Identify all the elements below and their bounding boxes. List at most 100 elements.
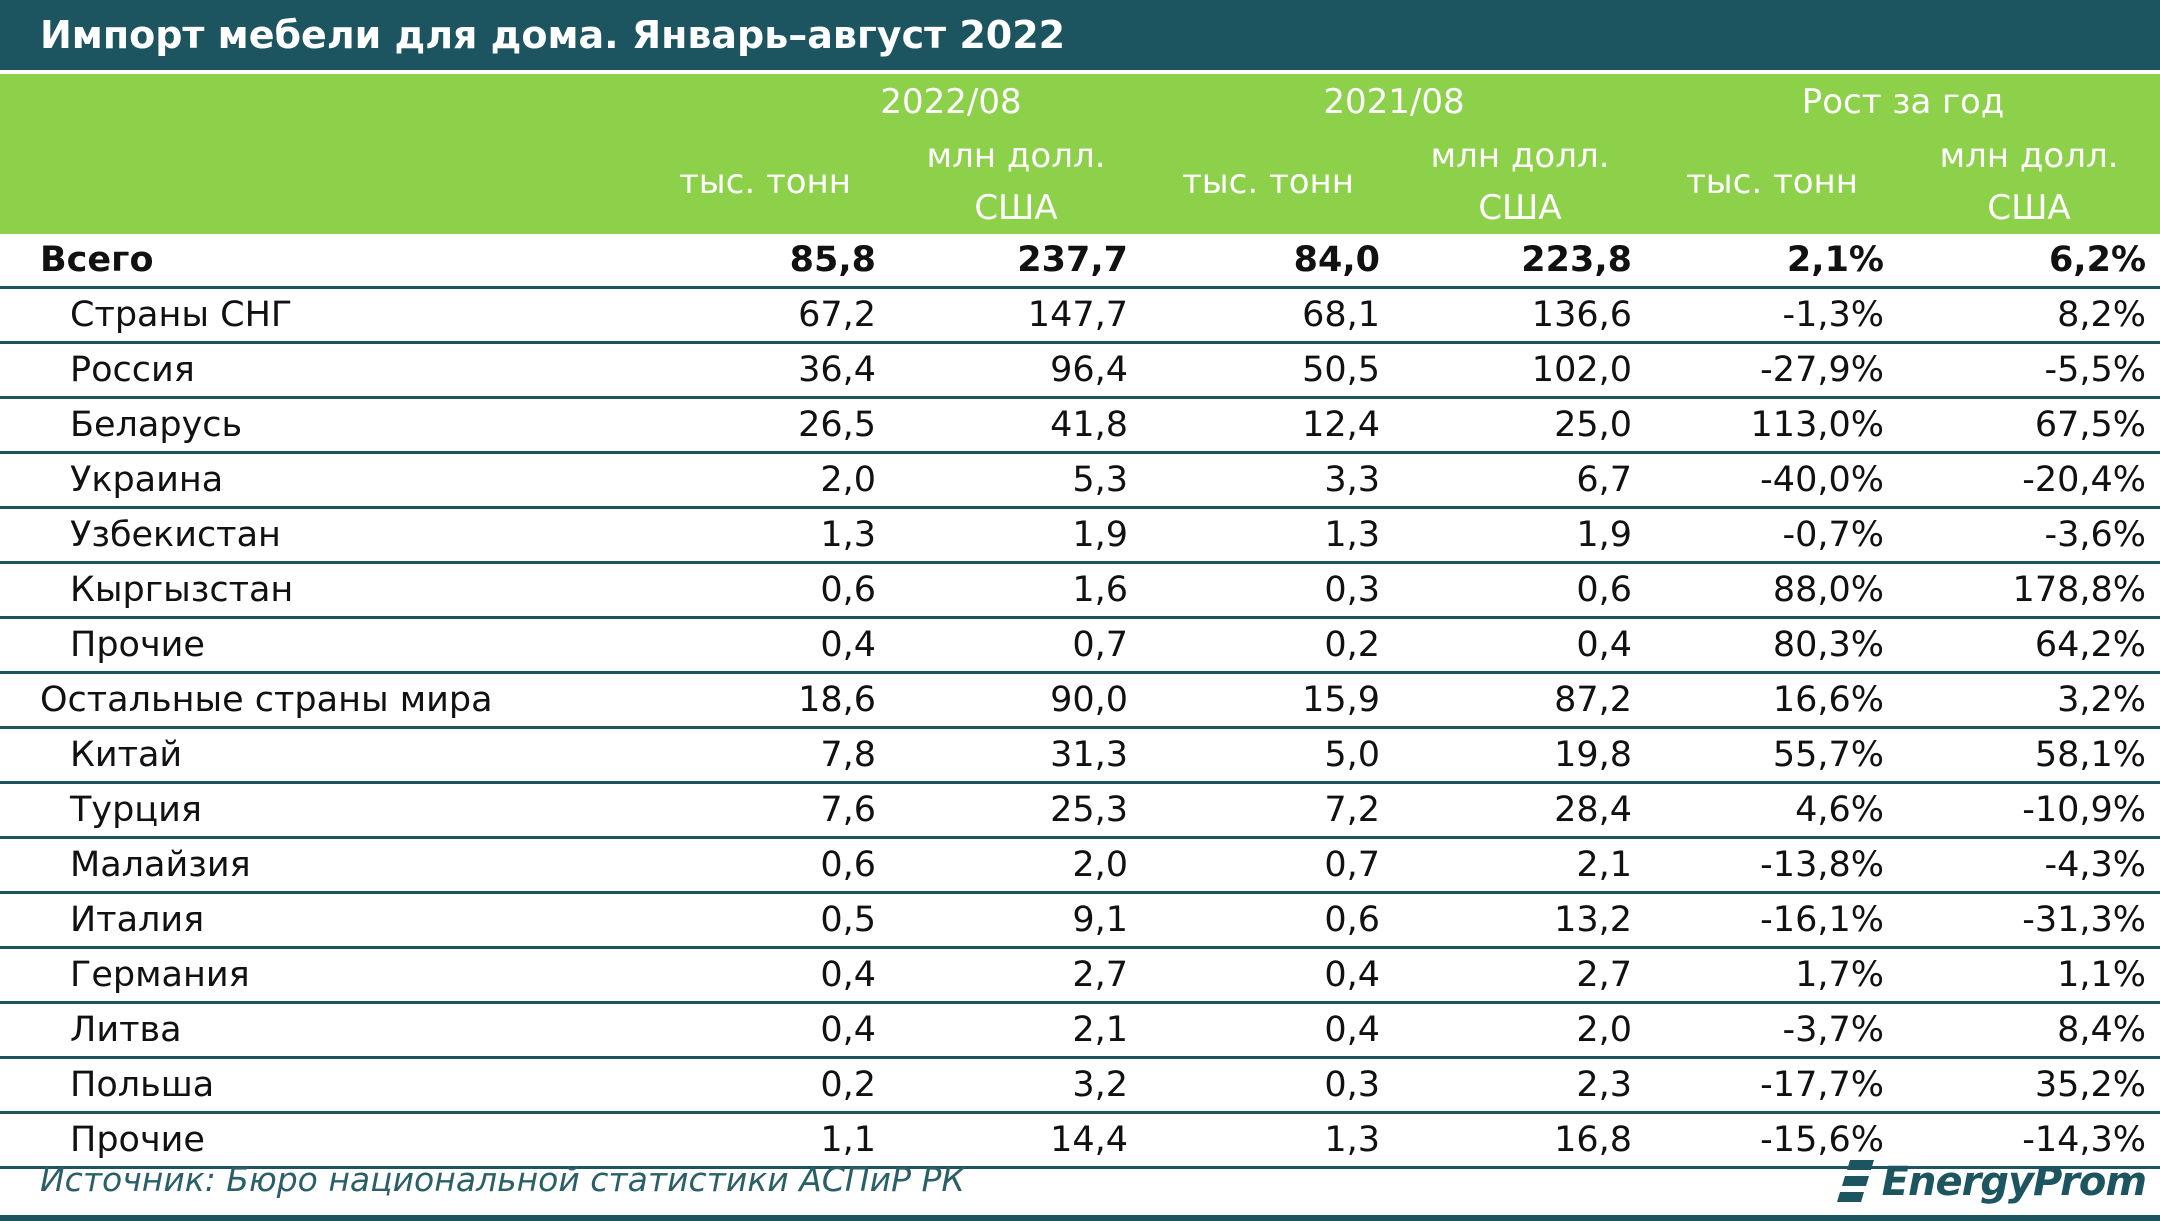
cell-usd-2022: 5,3 bbox=[890, 452, 1142, 509]
header-unit-usd-2021: млн долл. США bbox=[1430, 136, 1610, 228]
cell-usd-2022: 3,2 bbox=[890, 1057, 1142, 1114]
cell-tons-2022: 0,5 bbox=[640, 892, 890, 949]
cell-usd-2022: 147,7 bbox=[890, 287, 1142, 344]
cell-usd-2021: 1,9 bbox=[1394, 507, 1646, 564]
row-label: Украина bbox=[0, 452, 640, 509]
header-row-periods: 2022/08 2021/08 Рост за год bbox=[0, 74, 2160, 130]
cell-tons-growth: -1,3% bbox=[1646, 287, 1898, 344]
cell-tons-2021: 84,0 bbox=[1142, 234, 1394, 289]
cell-usd-2022: 2,1 bbox=[890, 1002, 1142, 1059]
cell-usd-growth: 58,1% bbox=[1898, 727, 2160, 784]
cell-tons-growth: -16,1% bbox=[1646, 892, 1898, 949]
table-row: Китай 7,8 31,3 5,0 19,8 55,7% 58,1% bbox=[0, 727, 2160, 784]
cell-tons-2021: 12,4 bbox=[1142, 397, 1394, 454]
page-title: Импорт мебели для дома. Январь–август 20… bbox=[40, 13, 1066, 57]
cell-usd-growth: 64,2% bbox=[1898, 617, 2160, 674]
header-period-2022: 2022/08 bbox=[880, 82, 1022, 122]
cell-tons-2021: 15,9 bbox=[1142, 672, 1394, 729]
row-label: Польша bbox=[0, 1057, 640, 1114]
cell-usd-growth: 67,5% bbox=[1898, 397, 2160, 454]
cell-tons-2022: 0,6 bbox=[640, 837, 890, 894]
cell-tons-2022: 0,4 bbox=[640, 617, 890, 674]
cell-usd-growth: -4,3% bbox=[1898, 837, 2160, 894]
cell-usd-2021: 102,0 bbox=[1394, 342, 1646, 399]
cell-tons-2021: 0,3 bbox=[1142, 1057, 1394, 1114]
row-label: Прочие bbox=[0, 617, 640, 674]
cell-tons-2022: 1,3 bbox=[640, 507, 890, 564]
cell-tons-growth: 55,7% bbox=[1646, 727, 1898, 784]
cell-tons-growth: -13,8% bbox=[1646, 837, 1898, 894]
cell-usd-growth: -5,5% bbox=[1898, 342, 2160, 399]
header-unit-tons-2021: тыс. тонн bbox=[1181, 162, 1355, 202]
table-row: Страны СНГ 67,2 147,7 68,1 136,6 -1,3% 8,2% bbox=[0, 287, 2160, 344]
cell-usd-2021: 223,8 bbox=[1394, 234, 1646, 289]
cell-tons-2021: 0,4 bbox=[1142, 947, 1394, 1004]
cell-usd-2021: 25,0 bbox=[1394, 397, 1646, 454]
cell-tons-growth: 4,6% bbox=[1646, 782, 1898, 839]
cell-usd-2021: 13,2 bbox=[1394, 892, 1646, 949]
cell-usd-2022: 25,3 bbox=[890, 782, 1142, 839]
row-label: Кыргызстан bbox=[0, 562, 640, 619]
row-label: Остальные страны мира bbox=[0, 672, 640, 729]
table-row: Италия 0,5 9,1 0,6 13,2 -16,1% -31,3% bbox=[0, 892, 2160, 949]
cell-usd-growth: -14,3% bbox=[1898, 1112, 2160, 1169]
cell-usd-2021: 16,8 bbox=[1394, 1112, 1646, 1169]
logo-text: EnergyProm bbox=[1881, 1159, 2147, 1205]
cell-usd-2022: 9,1 bbox=[890, 892, 1142, 949]
source-note: Источник: Бюро национальной статистики А… bbox=[40, 1160, 965, 1199]
cell-usd-growth: 3,2% bbox=[1898, 672, 2160, 729]
table-row: Украина 2,0 5,3 3,3 6,7 -40,0% -20,4% bbox=[0, 452, 2160, 509]
cell-tons-2022: 36,4 bbox=[640, 342, 890, 399]
row-label: Малайзия bbox=[0, 837, 640, 894]
cell-tons-2022: 18,6 bbox=[640, 672, 890, 729]
table-row: Малайзия 0,6 2,0 0,7 2,1 -13,8% -4,3% bbox=[0, 837, 2160, 894]
header-row-units: тыс. тонн млн долл. США тыс. тонн млн до… bbox=[0, 130, 2160, 234]
row-label: Страны СНГ bbox=[0, 287, 640, 344]
row-label: Германия bbox=[0, 947, 640, 1004]
row-label: Беларусь bbox=[0, 397, 640, 454]
cell-usd-growth: 35,2% bbox=[1898, 1057, 2160, 1114]
cell-usd-2021: 0,6 bbox=[1394, 562, 1646, 619]
cell-tons-2021: 1,3 bbox=[1142, 507, 1394, 564]
cell-tons-growth: 2,1% bbox=[1646, 234, 1898, 289]
energyprom-logo: EnergyProm bbox=[1836, 1154, 2147, 1210]
header-corner-2 bbox=[0, 130, 640, 234]
row-label: Прочие bbox=[0, 1112, 640, 1169]
cell-usd-growth: 8,2% bbox=[1898, 287, 2160, 344]
cell-tons-growth: -17,7% bbox=[1646, 1057, 1898, 1114]
table-body: Всего 85,8 237,7 84,0 223,8 2,1% 6,2% Страны СН… bbox=[0, 234, 2160, 1169]
cell-tons-2021: 7,2 bbox=[1142, 782, 1394, 839]
cell-tons-growth: 113,0% bbox=[1646, 397, 1898, 454]
cell-tons-2022: 7,6 bbox=[640, 782, 890, 839]
row-label: Китай bbox=[0, 727, 640, 784]
cell-usd-2021: 28,4 bbox=[1394, 782, 1646, 839]
cell-tons-2021: 50,5 bbox=[1142, 342, 1394, 399]
cell-tons-2022: 7,8 bbox=[640, 727, 890, 784]
cell-usd-2022: 1,9 bbox=[890, 507, 1142, 564]
header-unit-tons-growth: тыс. тонн bbox=[1685, 162, 1859, 202]
cell-tons-2022: 0,6 bbox=[640, 562, 890, 619]
table-row: Остальные страны мира 18,6 90,0 15,9 87,2 16,… bbox=[0, 672, 2160, 729]
table-row: Германия 0,4 2,7 0,4 2,7 1,7% 1,1% bbox=[0, 947, 2160, 1004]
table-row: Беларусь 26,5 41,8 12,4 25,0 113,0% 67,5% bbox=[0, 397, 2160, 454]
cell-tons-2021: 68,1 bbox=[1142, 287, 1394, 344]
cell-usd-2021: 0,4 bbox=[1394, 617, 1646, 674]
cell-usd-2022: 41,8 bbox=[890, 397, 1142, 454]
table-row: Прочие 0,4 0,7 0,2 0,4 80,3% 64,2% bbox=[0, 617, 2160, 674]
cell-usd-2021: 19,8 bbox=[1394, 727, 1646, 784]
cell-usd-2021: 6,7 bbox=[1394, 452, 1646, 509]
cell-tons-2021: 0,7 bbox=[1142, 837, 1394, 894]
cell-tons-growth: -27,9% bbox=[1646, 342, 1898, 399]
cell-tons-2021: 0,6 bbox=[1142, 892, 1394, 949]
header-period-growth: Рост за год bbox=[1801, 82, 2005, 122]
cell-tons-2021: 5,0 bbox=[1142, 727, 1394, 784]
header-corner bbox=[0, 74, 640, 130]
cell-tons-2022: 1,1 bbox=[640, 1112, 890, 1169]
cell-usd-growth: 8,4% bbox=[1898, 1002, 2160, 1059]
cell-usd-2021: 136,6 bbox=[1394, 287, 1646, 344]
cell-usd-2022: 90,0 bbox=[890, 672, 1142, 729]
cell-tons-2022: 26,5 bbox=[640, 397, 890, 454]
row-label: Узбекистан bbox=[0, 507, 640, 564]
cell-usd-growth: 1,1% bbox=[1898, 947, 2160, 1004]
